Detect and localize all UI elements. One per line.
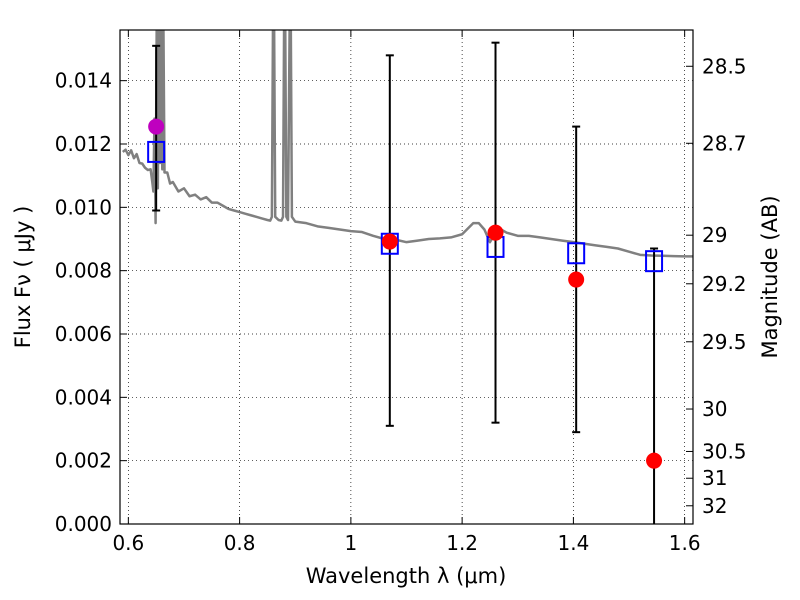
right-tick-label: 31 <box>702 466 727 490</box>
y-tick-label: 0.000 <box>55 512 112 536</box>
x-tick-label: 1 <box>345 531 358 555</box>
observed-point-highlight <box>148 118 165 135</box>
y-tick-label: 0.004 <box>55 385 112 409</box>
right-tick-label: 32 <box>702 494 727 518</box>
y-tick-label: 0.012 <box>55 132 112 156</box>
y-tick-label: 0.010 <box>55 195 112 219</box>
model-point <box>147 140 166 163</box>
plot-area <box>121 30 693 524</box>
y-axis-title: Flux Fν ( μJy ) <box>11 206 35 349</box>
x-axis-title: Wavelength λ (μm) <box>306 564 507 588</box>
axis-ticks <box>120 30 693 525</box>
observed-point <box>568 271 585 288</box>
y-axis-right-title: Magnitude (AB) <box>758 195 782 358</box>
right-tick-label: 28.7 <box>702 131 747 155</box>
x-tick-label: 1.6 <box>669 531 701 555</box>
tick-labels: 0.6 0.8 1 1.2 1.4 1.6 0.000 0.002 0.004 0.006 0.00… <box>55 54 747 555</box>
y-tick-label: 0.008 <box>55 259 112 283</box>
observed-point <box>381 233 398 250</box>
observed-point <box>487 224 504 241</box>
x-tick-label: 1.4 <box>557 531 589 555</box>
observed-circles-series <box>148 118 663 469</box>
observed-point <box>646 452 663 469</box>
model-point <box>567 242 586 265</box>
y-tick-label: 0.014 <box>55 69 112 93</box>
right-tick-label: 29.2 <box>702 272 747 296</box>
right-tick-label: 28.5 <box>702 54 747 78</box>
right-tick-label: 30 <box>702 397 727 421</box>
y-tick-label: 0.002 <box>55 449 112 473</box>
x-tick-label: 0.8 <box>224 531 256 555</box>
right-tick-label: 29.5 <box>702 330 747 354</box>
x-tick-label: 1.2 <box>446 531 478 555</box>
right-tick-label: 30.5 <box>702 439 747 463</box>
model-point <box>645 250 664 273</box>
spectrum-line <box>121 30 693 258</box>
plot-frame <box>119 29 694 525</box>
y-tick-label: 0.006 <box>55 322 112 346</box>
right-tick-label: 29 <box>702 223 727 247</box>
spectrum-series <box>121 30 693 258</box>
x-tick-label: 0.6 <box>112 531 144 555</box>
